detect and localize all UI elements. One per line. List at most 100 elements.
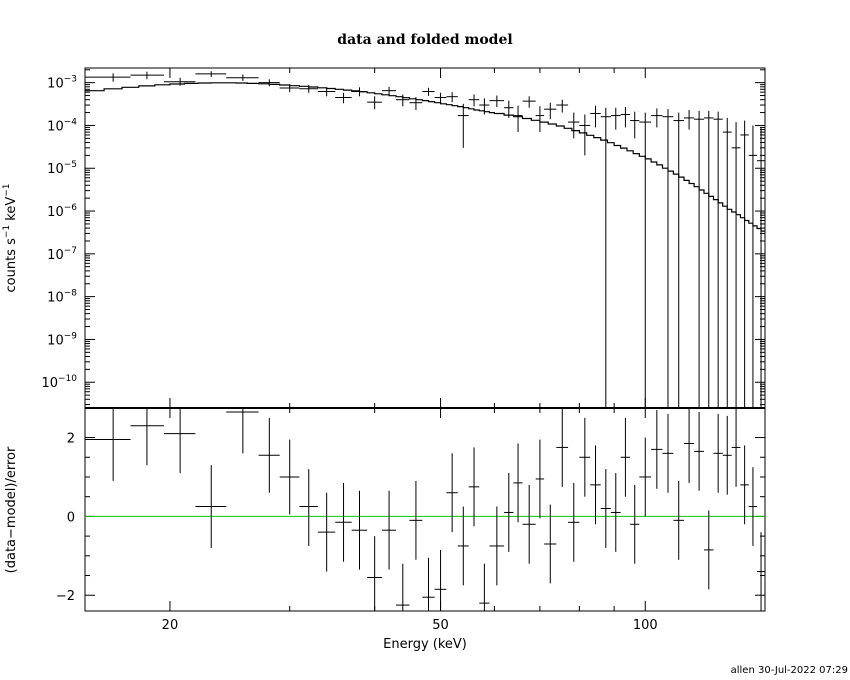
residual-point (522, 484, 536, 564)
data-point (731, 122, 741, 408)
bottom-y-tick-label: 2 (67, 432, 75, 447)
residual-point (568, 482, 580, 562)
data-point (722, 117, 732, 408)
residual-point (163, 408, 196, 474)
data-point (409, 97, 423, 110)
residual-point (335, 482, 352, 562)
data-point (367, 96, 382, 110)
residual-point (620, 417, 631, 497)
data-point (381, 86, 397, 95)
x-tick-label: 20 (162, 618, 179, 633)
top-data-points (85, 71, 765, 408)
top-y-tick-label: 10−5 (47, 160, 77, 177)
residual-point (544, 504, 557, 584)
residual-point (489, 506, 505, 586)
data-point (757, 127, 765, 408)
top-y-tick-label: 10−7 (47, 246, 77, 263)
bottom-y-tick-label: 0 (67, 510, 75, 525)
data-point (317, 87, 336, 97)
bottom-y-tick-label: −2 (56, 589, 75, 604)
data-point (568, 112, 580, 139)
residual-point (468, 447, 480, 527)
data-point (446, 92, 458, 103)
data-point (195, 71, 227, 78)
residual-point (639, 437, 652, 517)
residual-point (279, 439, 300, 515)
data-point (651, 108, 663, 128)
residual-point (85, 408, 131, 481)
residual-point (299, 469, 318, 546)
top-y-axis-label: counts s−1 keV−1 (2, 183, 19, 292)
residual-point (757, 532, 765, 611)
data-point (522, 96, 536, 108)
residual-point (381, 490, 397, 570)
residual-points (85, 408, 765, 611)
top-y-tick-label: 10−9 (47, 331, 77, 348)
residual-point (673, 480, 684, 560)
data-point (396, 94, 410, 107)
x-axis-label: Energy (keV) (383, 637, 467, 652)
residual-point (195, 465, 227, 548)
residual-point (579, 417, 591, 497)
timestamp-stamp: allen 30-Jul-2022 07:29 (731, 665, 848, 676)
residual-point (226, 408, 259, 454)
data-point (163, 77, 196, 86)
residual-point (409, 480, 423, 560)
residual-point (651, 409, 663, 489)
residual-point (740, 445, 749, 525)
data-point (434, 92, 447, 104)
data-point (479, 98, 490, 115)
data-point (600, 107, 611, 408)
residual-point (351, 490, 368, 570)
data-point (662, 109, 674, 408)
data-point (422, 87, 435, 96)
data-point (130, 71, 164, 80)
residual-point (317, 492, 336, 572)
data-point (544, 102, 557, 120)
bottom-y-axis-label: (data−model)/error (4, 446, 19, 573)
data-point (620, 106, 631, 128)
data-point (457, 103, 469, 148)
top-panel: 10−3 10−4 10−5 10−6 10−7 10−8 10−9 10−10 (41, 67, 766, 409)
residual-point (434, 549, 447, 611)
data-point (258, 79, 280, 87)
residual-point (130, 408, 164, 466)
residual-point (446, 453, 458, 533)
folded-model-line (85, 82, 765, 232)
residual-point (748, 467, 758, 546)
data-point (468, 94, 480, 107)
data-point (673, 112, 684, 408)
data-point (630, 111, 640, 139)
data-point (683, 109, 695, 130)
data-point (513, 105, 523, 133)
data-point (335, 92, 352, 104)
data-point (694, 110, 704, 408)
residual-point (610, 473, 621, 552)
residual-point (713, 413, 723, 493)
top-y-tick-label: 10−8 (47, 289, 77, 306)
residual-point (258, 417, 280, 493)
x-tick-label: 50 (432, 618, 449, 633)
data-point (713, 111, 723, 408)
chart-title: data and folded model (337, 32, 512, 48)
x-tick-label: 100 (633, 618, 658, 633)
data-point (740, 120, 749, 408)
data-point (703, 110, 714, 408)
residual-point (731, 408, 741, 487)
data-point (279, 84, 300, 93)
residual-point (396, 563, 410, 611)
top-y-tick-label: 10−3 (47, 75, 77, 92)
data-point (748, 125, 758, 408)
data-point (85, 73, 131, 82)
residual-point (367, 536, 382, 611)
residual-point (600, 469, 611, 548)
residual-point (479, 563, 490, 611)
residual-point (703, 510, 714, 590)
data-point (226, 74, 259, 81)
residual-point (722, 415, 732, 495)
data-point (610, 107, 621, 130)
data-point (489, 95, 505, 107)
bottom-plot-frame (84, 407, 766, 612)
